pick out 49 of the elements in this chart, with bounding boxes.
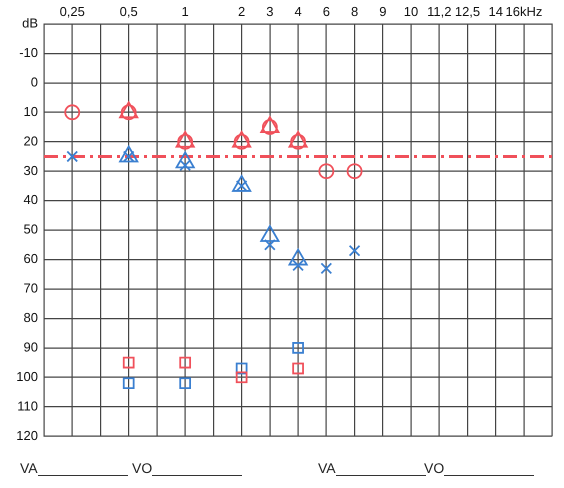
x-tick-label: 16kHz	[506, 4, 542, 19]
point	[179, 377, 192, 390]
y-tick-label: 60	[24, 251, 38, 266]
text: VO	[424, 460, 444, 476]
point	[236, 362, 248, 374]
y-tick-label: 120	[16, 428, 38, 443]
y-tick-label: 50	[24, 222, 38, 237]
x-tick-label: 11,2	[427, 4, 452, 19]
y-tick-label: 40	[24, 192, 38, 208]
point	[292, 342, 304, 354]
x-tick-label: 12,5	[454, 4, 480, 19]
y-tick-label: dB	[22, 16, 38, 31]
text: VA	[318, 460, 336, 476]
point	[64, 104, 80, 120]
x-tick-label: 8	[350, 4, 358, 19]
y-tick-label: 10	[24, 104, 38, 119]
point	[264, 238, 276, 251]
y-tick-label: 80	[24, 310, 38, 326]
x-tick-label: 6	[322, 4, 330, 19]
point	[292, 260, 304, 272]
y-tick-label: 110	[17, 398, 38, 414]
text: VO	[132, 460, 152, 476]
y-tick-label: 90	[24, 339, 38, 354]
point	[292, 362, 304, 374]
point	[236, 371, 248, 384]
point	[320, 262, 332, 274]
y-tick-label: 20	[24, 133, 38, 148]
x-tick-label: 1	[182, 4, 189, 19]
y-tick-label: 70	[24, 280, 38, 296]
y-tick-label: -10	[19, 45, 38, 60]
x-tick-label: 9	[379, 4, 386, 19]
x-tick-label: 4	[294, 4, 302, 19]
x-tick-label: 14	[488, 4, 503, 19]
y-tick-label: 30	[24, 162, 38, 178]
x-tick-label: 2	[238, 4, 246, 19]
x-tick-label: 10	[404, 4, 418, 19]
point	[122, 356, 135, 368]
text: VA	[20, 460, 38, 476]
point	[66, 150, 78, 162]
point	[122, 377, 135, 390]
point	[318, 163, 334, 180]
x-tick-label: 3	[266, 4, 274, 19]
y-tick-label: 100	[16, 368, 38, 384]
point	[346, 163, 362, 180]
x-tick-label: 0,5	[120, 4, 138, 19]
point	[179, 356, 192, 368]
point	[348, 244, 360, 257]
y-tick-label: 0	[30, 74, 38, 90]
x-tick-label: 0,25	[60, 4, 85, 19]
